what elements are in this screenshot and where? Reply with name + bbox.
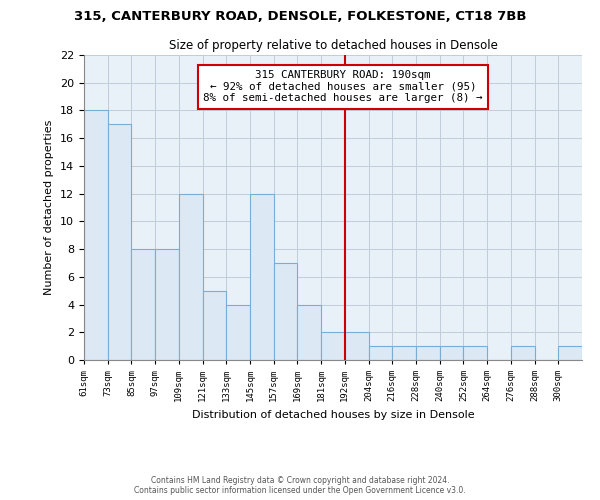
- Bar: [416, 346, 440, 360]
- Bar: [179, 194, 203, 360]
- Bar: [274, 263, 298, 360]
- Bar: [298, 304, 321, 360]
- Title: Size of property relative to detached houses in Densole: Size of property relative to detached ho…: [169, 40, 497, 52]
- Bar: [511, 346, 535, 360]
- Bar: [131, 249, 155, 360]
- Bar: [368, 346, 392, 360]
- Bar: [345, 332, 368, 360]
- Bar: [321, 332, 345, 360]
- Text: Contains HM Land Registry data © Crown copyright and database right 2024.
Contai: Contains HM Land Registry data © Crown c…: [134, 476, 466, 495]
- X-axis label: Distribution of detached houses by size in Densole: Distribution of detached houses by size …: [191, 410, 475, 420]
- Bar: [440, 346, 463, 360]
- Bar: [203, 290, 226, 360]
- Bar: [108, 124, 131, 360]
- Text: 315, CANTERBURY ROAD, DENSOLE, FOLKESTONE, CT18 7BB: 315, CANTERBURY ROAD, DENSOLE, FOLKESTON…: [74, 10, 526, 23]
- Text: 315 CANTERBURY ROAD: 190sqm
← 92% of detached houses are smaller (95)
8% of semi: 315 CANTERBURY ROAD: 190sqm ← 92% of det…: [203, 70, 483, 103]
- Bar: [155, 249, 179, 360]
- Bar: [463, 346, 487, 360]
- Bar: [558, 346, 582, 360]
- Bar: [226, 304, 250, 360]
- Bar: [250, 194, 274, 360]
- Bar: [392, 346, 416, 360]
- Bar: [84, 110, 108, 360]
- Y-axis label: Number of detached properties: Number of detached properties: [44, 120, 55, 295]
